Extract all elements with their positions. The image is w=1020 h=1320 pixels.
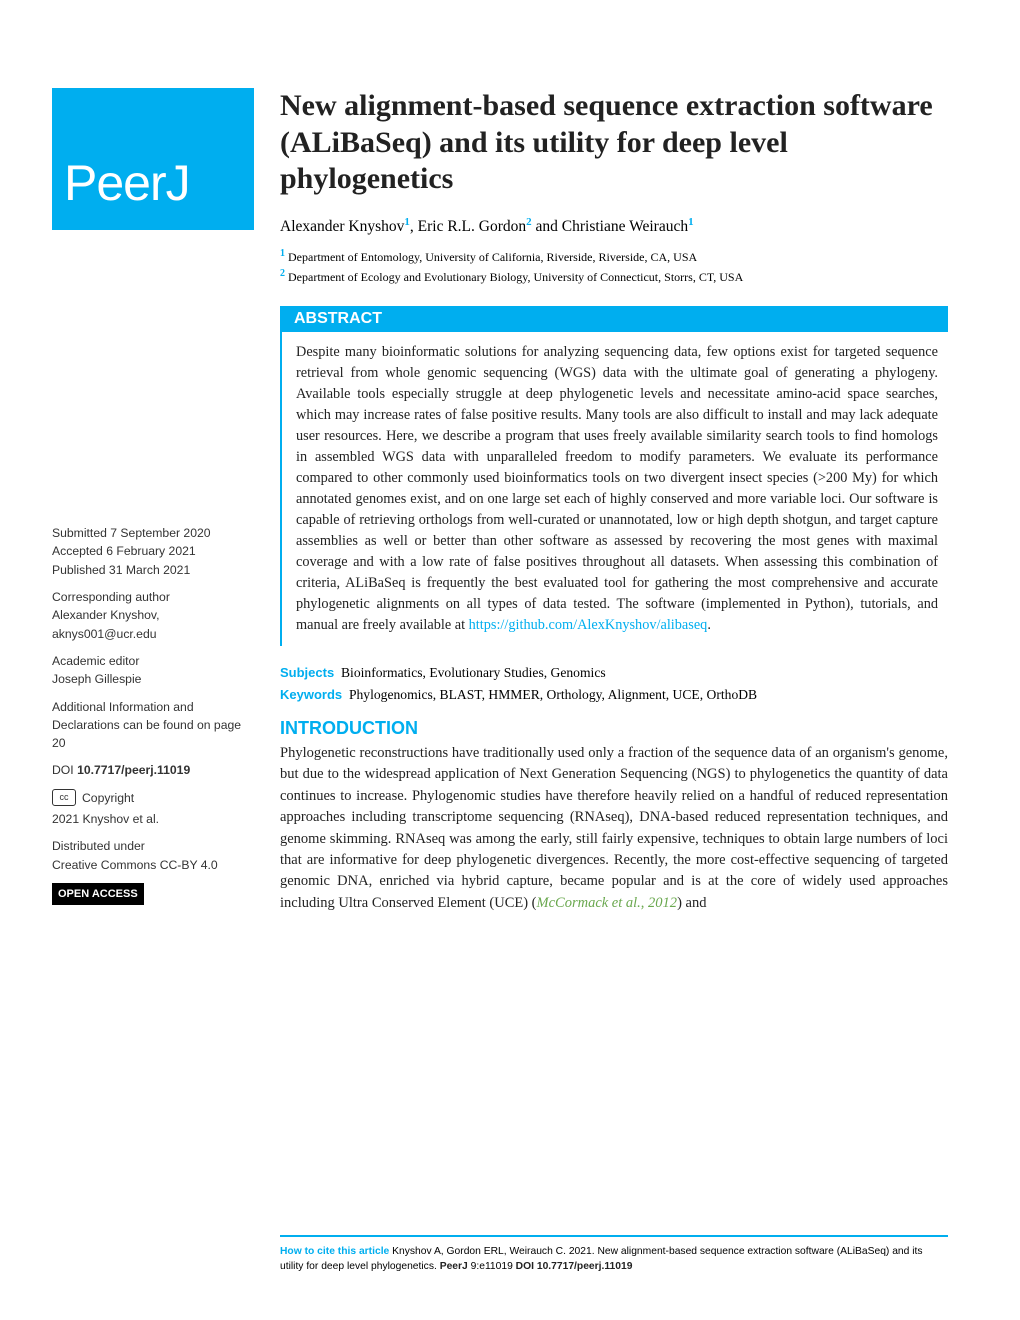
intro-head: INTRODUCTION [280, 718, 948, 739]
keywords-text: Phylogenomics, BLAST, HMMER, Orthology, … [349, 687, 757, 702]
footer-journal: PeerJ [440, 1261, 468, 1272]
subjects-text: Bioinformatics, Evolutionary Studies, Ge… [341, 665, 606, 680]
doi-value[interactable]: 10.7717/peerj.11019 [77, 763, 190, 777]
author-1: Alexander Knyshov [280, 218, 404, 235]
subjects-row: Subjects Bioinformatics, Evolutionary St… [280, 662, 948, 706]
doi-label: DOI [52, 763, 74, 777]
corresponding-email[interactable]: aknys001@ucr.edu [52, 627, 157, 641]
cc-icon: cc [52, 789, 76, 806]
aff-1-num: 1 [280, 248, 285, 259]
intro-citation[interactable]: McCormack et al., 2012 [537, 895, 678, 911]
corresponding-label: Corresponding author [52, 590, 170, 604]
editor-name: Joseph Gillespie [52, 672, 141, 686]
aff-2-num: 2 [280, 268, 285, 279]
submitted-label: Submitted [52, 526, 107, 540]
accepted-label: Accepted [52, 544, 103, 558]
affiliations: 1 Department of Entomology, University o… [280, 246, 948, 286]
author-3-aff: 1 [688, 216, 694, 228]
distributed-text[interactable]: Creative Commons CC-BY 4.0 [52, 858, 218, 872]
abstract-text: Despite many bioinformatic solutions for… [296, 344, 938, 633]
submitted-date: 7 September 2020 [110, 526, 210, 540]
published-date: 31 March 2021 [109, 563, 190, 577]
peerj-logo: PeerJ [52, 88, 254, 230]
author-list: Alexander Knyshov1, Eric R.L. Gordon2 an… [280, 216, 948, 236]
article-title: New alignment-based sequence extraction … [280, 88, 948, 198]
intro-body: Phylogenetic reconstructions have tradit… [280, 743, 948, 915]
footer-doi[interactable]: DOI 10.7717/peerj.11019 [516, 1261, 633, 1272]
accepted-date: 6 February 2021 [106, 544, 195, 558]
main-content: New alignment-based sequence extraction … [280, 88, 948, 914]
sidebar: PeerJ Submitted 7 September 2020 Accepte… [52, 88, 252, 914]
sidebar-metadata: Submitted 7 September 2020 Accepted 6 Fe… [52, 524, 252, 914]
additional-info[interactable]: Additional Information and Declarations … [52, 700, 241, 751]
published-label: Published [52, 563, 106, 577]
footer-cite-2: 9:e11019 [468, 1261, 516, 1272]
copyright-label: Copyright [82, 789, 134, 807]
keywords-label: Keywords [280, 687, 342, 702]
author-3: Christiane Weirauch [562, 218, 688, 235]
intro-text-2: ) and [677, 895, 706, 911]
abstract-body: Despite many bioinformatic solutions for… [280, 332, 948, 646]
editor-label: Academic editor [52, 654, 139, 668]
intro-text-1: Phylogenetic reconstructions have tradit… [280, 745, 948, 911]
author-2: Eric R.L. Gordon [418, 218, 526, 235]
open-access-badge: OPEN ACCESS [52, 883, 144, 906]
abstract-header: ABSTRACT [280, 306, 948, 332]
footer-citation: How to cite this article Knyshov A, Gord… [280, 1235, 948, 1274]
subjects-label: Subjects [280, 665, 334, 680]
distributed-label: Distributed under [52, 839, 145, 853]
copyright-text: 2021 Knyshov et al. [52, 812, 159, 826]
aff-2-text: Department of Ecology and Evolutionary B… [288, 270, 743, 284]
abstract-link[interactable]: https://github.com/AlexKnyshov/alibaseq [469, 617, 708, 633]
howto-label: How to cite this article [280, 1246, 389, 1257]
aff-1-text: Department of Entomology, University of … [288, 250, 697, 264]
corresponding-name: Alexander Knyshov, [52, 608, 160, 622]
